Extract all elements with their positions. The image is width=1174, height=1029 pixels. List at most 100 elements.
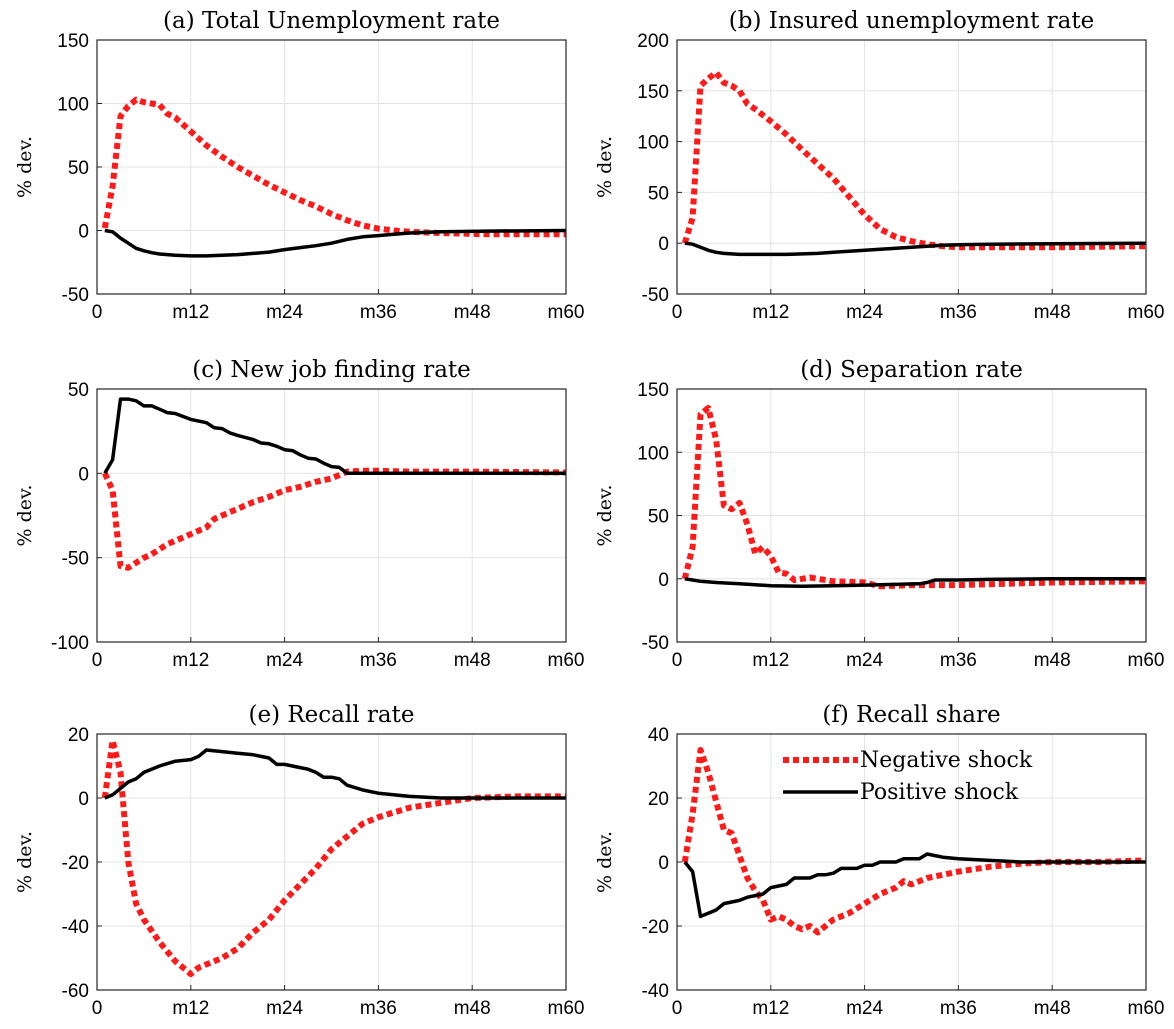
panel-b-ytick-label-4: 150 [637,82,669,103]
panel-f-ytick-label-3: 20 [648,789,669,810]
panel-c-xtick-label-2: m24 [266,650,303,671]
panel-c-ytick-label-2: 0 [78,464,89,485]
panel-a-title: (a) Total Unemployment rate [163,8,500,34]
panel-a-xtick-label-4: m48 [454,302,491,323]
legend: Negative shock Positive shock [783,748,1033,805]
panel-b-title: (b) Insured unemployment rate [729,8,1094,34]
panel-a-xtick-label-0: 0 [92,302,103,323]
panel-a-negative-shock-line [101,96,566,238]
panel-d-ytick-label-0: -50 [642,633,669,654]
panel-f-xtick-label-3: m36 [940,998,977,1019]
panel-e-ticks: 0 m12 m24 m36 m48 m60 -60 -40 -20 0 20 [62,725,585,1019]
panel-a-xtick-label-1: m12 [172,302,209,323]
panel-c-grid [97,389,566,642]
panel-c-series [96,388,567,643]
panel-c-ylabel: % dev. [14,484,36,546]
panel-f: 0 m12 m24 m36 m48 m60 -40 -20 0 20 40 (f) Recall s… [594,702,1164,1019]
panel-a-positive-shock-line [104,228,567,258]
panel-a-ylabel: % dev. [14,136,36,198]
panel-f-ytick-label-1: -20 [642,917,669,938]
panel-e-xtick-label-4: m48 [454,998,491,1019]
panel-e-ytick-label-1: -40 [62,917,89,938]
panel-b-xtick-label-1: m12 [752,302,789,323]
panel-b-ytick-label-2: 50 [648,183,669,204]
panel-d-xtick-label-0: 0 [672,650,683,671]
panel-c-ytick-label-1: -50 [62,549,89,570]
panel-e-ytick-label-0: -60 [62,981,89,1002]
panel-d-ytick-label-4: 150 [637,380,669,401]
panel-d-xtick-label-1: m12 [752,650,789,671]
panel-b-ytick-label-3: 100 [637,133,669,154]
panel-d-positive-shock-line [684,577,1146,589]
panel-c-xtick-label-1: m12 [172,650,209,671]
panel-f-negative-shock-line [681,747,1147,936]
panel-a-ytick-label-2: 50 [68,158,89,179]
panel-e-ylabel: % dev. [14,831,36,893]
panel-d-title: (d) Separation rate [800,357,1023,383]
panel-e-negative-shock-line [101,737,566,977]
panel-a-ytick-label-4: 150 [57,31,89,52]
panel-d-xtick-label-2: m24 [846,650,883,671]
panel-a-grid [97,40,566,294]
panel-a-ytick-label-1: 0 [78,222,89,243]
panel-f-ylabel: % dev. [594,831,616,893]
panel-f-xtick-label-2: m24 [846,998,883,1019]
panel-a-xtick-label-5: m60 [548,302,585,323]
panel-a-xtick-label-2: m24 [266,302,303,323]
panel-b-xtick-label-3: m36 [940,302,977,323]
panel-b-ytick-label-0: -50 [642,285,669,306]
panel-c-frame [96,388,567,643]
legend-negative-label: Negative shock [860,748,1033,773]
panel-b-series [676,39,1147,295]
panel-c-ticks: 0 m12 m24 m36 m48 m60 -100 -50 0 50 [51,380,585,671]
panel-d-ylabel: % dev. [594,484,616,546]
panel-f-positive-shock-line [683,852,1146,919]
panel-d-ytick-label-3: 100 [637,443,669,464]
panel-b-ytick-label-5: 200 [637,31,669,52]
panel-c-title: (c) New job finding rate [192,357,471,383]
panel-e-xtick-label-2: m24 [266,998,303,1019]
panel-b-ylabel: % dev. [594,136,616,198]
panel-f-ticks: 0 m12 m24 m36 m48 m60 -40 -20 0 20 40 [642,725,1165,1019]
panel-c-xtick-label-5: m60 [548,650,585,671]
panel-e-ytick-label-4: 20 [68,725,89,746]
panel-b-xtick-label-2: m24 [846,302,883,323]
panel-f-grid [677,734,1146,990]
panel-d-xtick-label-3: m36 [940,650,977,671]
panel-c: 0 m12 m24 m36 m48 m60 -100 -50 0 50 (c) New job f… [14,357,584,671]
panel-e-ytick-label-2: -20 [62,853,89,874]
panel-c-ytick-label-0: -100 [51,633,89,654]
panel-b-xtick-label-0: 0 [672,302,683,323]
panel-f-xtick-label-1: m12 [752,998,789,1019]
panel-d-xtick-label-4: m48 [1034,650,1071,671]
legend-positive-label: Positive shock [860,780,1019,805]
panel-a-ytick-label-3: 100 [57,95,89,116]
panel-e: 0 m12 m24 m36 m48 m60 -60 -40 -20 0 20 (e) Recall … [14,702,584,1019]
panel-c-xtick-label-0: 0 [92,650,103,671]
panel-f-xtick-label-4: m48 [1034,998,1071,1019]
panel-e-xtick-label-5: m60 [548,998,585,1019]
panel-c-positive-shock-line [103,397,566,476]
panel-c-ytick-label-3: 50 [68,380,89,401]
panel-b-xtick-label-5: m60 [1128,302,1165,323]
panel-c-plot-area [97,389,566,642]
panel-f-xtick-label-0: 0 [672,998,683,1019]
panel-b-ytick-label-1: 0 [658,234,669,255]
panel-f-ytick-label-2: 0 [658,853,669,874]
panel-e-positive-shock-line [104,748,566,800]
panel-d-ytick-label-2: 50 [648,507,669,528]
panel-f-ytick-label-4: 40 [648,725,669,746]
panel-f-xtick-label-5: m60 [1128,998,1165,1019]
panel-e-ytick-label-3: 0 [78,789,89,810]
panel-c-xtick-label-4: m48 [454,650,491,671]
panel-d-xtick-label-5: m60 [1128,650,1165,671]
panel-c-negative-shock-line [102,467,567,571]
panel-e-title: (e) Recall rate [249,702,415,728]
panel-a-ytick-label-0: -50 [62,285,89,306]
